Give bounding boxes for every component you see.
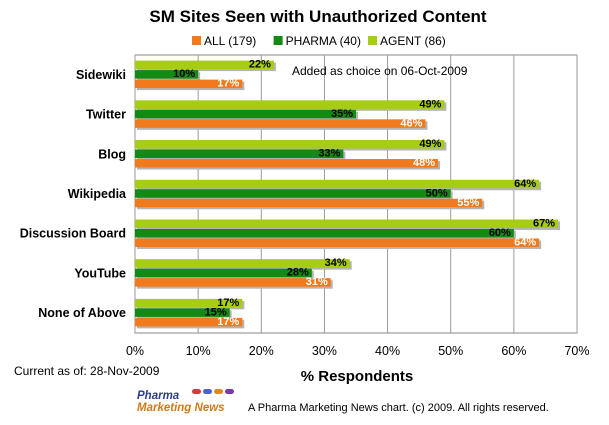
legend: ALL (179) PHARMA (40) AGENT (86) <box>192 34 446 48</box>
x-tick-label: 30% <box>312 344 337 358</box>
legend-swatch <box>368 36 377 45</box>
bar-pharma <box>135 268 312 278</box>
bar-value-label: 28% <box>287 267 309 279</box>
x-tick-label: 20% <box>249 344 274 358</box>
x-tick-label: 50% <box>438 344 463 358</box>
legend-label: AGENT (86) <box>380 34 446 48</box>
legend-label: ALL (179) <box>204 34 256 48</box>
category-label: Twitter <box>86 108 126 122</box>
pharma-marketing-news-logo: Pharma Marketing News <box>137 389 234 414</box>
bar-all <box>135 159 439 168</box>
bar-value-label: 34% <box>325 257 347 269</box>
bar-agent <box>135 298 243 308</box>
bar-value-label: 35% <box>331 108 353 120</box>
x-tick-labels: 0% 10% 20% 30% 40% 50% 60% 70% <box>126 344 590 358</box>
bar-agent <box>135 140 445 149</box>
category-labels: Sidewiki Twitter Blog Wikipedia Discussion B… <box>20 68 127 320</box>
bar-value-label: 17% <box>217 78 239 90</box>
legend-swatch <box>192 36 201 45</box>
bar-value-label: 49% <box>419 98 441 110</box>
bar-value-label: 22% <box>249 59 271 71</box>
bar-all <box>135 317 243 327</box>
bar-value-label: 10% <box>173 68 195 80</box>
bar-agent <box>135 179 540 189</box>
chart-title: SM Sites Seen with Unauthorized Content <box>149 7 487 26</box>
x-axis-title: % Respondents <box>301 368 414 385</box>
bar-agent <box>135 60 274 70</box>
copyright-credit: A Pharma Marketing News chart. (c) 2009.… <box>248 402 549 414</box>
bar-pharma <box>135 228 514 238</box>
current-as-of-note: Current as of: 28-Nov-2009 <box>14 364 160 378</box>
bar-value-label: 64% <box>514 236 536 248</box>
category-label: Wikipedia <box>68 187 127 201</box>
logo-line-2: Marketing News <box>137 402 225 414</box>
bar-all <box>135 278 331 287</box>
bar-agent <box>135 219 559 228</box>
bar-all <box>135 238 540 247</box>
bar-pharma <box>135 149 344 159</box>
legend-swatch <box>273 36 283 45</box>
x-tick-label: 60% <box>501 344 526 358</box>
x-tick-label: 0% <box>126 344 144 358</box>
bar-pharma <box>135 109 356 119</box>
logo-line-1: Pharma <box>137 390 180 402</box>
bars: 22% 10% 17% 49% 35% 46% 49% 33% 48% 64% 50% 55% 67% 6… <box>135 59 561 329</box>
bar-value-label: 49% <box>419 138 441 150</box>
bar-value-label: 31% <box>306 276 328 288</box>
bar-value-label: 55% <box>457 197 479 209</box>
bar-all <box>135 79 243 89</box>
category-label: Discussion Board <box>20 227 126 241</box>
bar-value-label: 50% <box>426 187 448 199</box>
bar-agent <box>135 100 445 109</box>
chart-annotation: Added as choice on 06-Oct-2009 <box>292 64 468 78</box>
bar-value-label: 17% <box>217 297 239 309</box>
category-label: Sidewiki <box>76 68 126 82</box>
bar-value-label: 17% <box>217 316 239 328</box>
pill-capsules-icon <box>192 389 234 394</box>
category-label: YouTube <box>74 266 126 280</box>
bar-all <box>135 119 426 128</box>
legend-label: PHARMA (40) <box>286 34 361 48</box>
bar-value-label: 64% <box>514 178 536 190</box>
bar-pharma <box>135 70 199 79</box>
category-label: None of Above <box>38 306 126 320</box>
bar-pharma <box>135 189 451 198</box>
bar-value-label: 67% <box>533 217 555 229</box>
x-tick-label: 10% <box>186 344 211 358</box>
x-tick-label: 40% <box>375 344 400 358</box>
x-tick-label: 70% <box>564 344 589 358</box>
bar-value-label: 15% <box>205 306 227 318</box>
bar-agent <box>135 259 350 268</box>
bar-value-label: 46% <box>400 117 422 129</box>
bar-value-label: 60% <box>489 227 511 239</box>
bar-pharma <box>135 308 230 317</box>
bar-value-label: 33% <box>318 148 340 160</box>
bar-all <box>135 198 483 208</box>
category-label: Blog <box>98 147 126 161</box>
bar-value-label: 48% <box>413 157 435 169</box>
